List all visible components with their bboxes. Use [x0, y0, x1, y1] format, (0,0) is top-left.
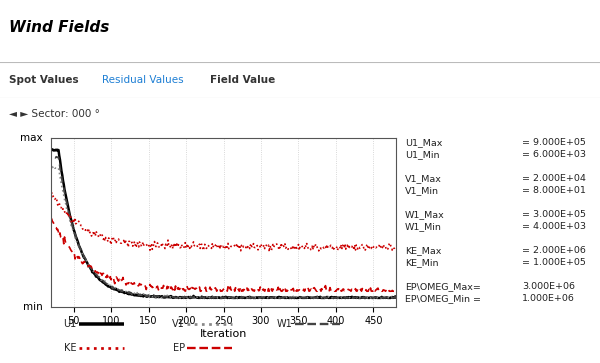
Text: V1: V1	[172, 319, 185, 329]
Text: KE: KE	[64, 343, 77, 352]
Text: Field Value: Field Value	[210, 75, 275, 85]
Text: U1_Min: U1_Min	[405, 150, 439, 159]
Text: EP\OMEG_Max=: EP\OMEG_Max=	[405, 282, 481, 291]
Text: 3.000E+06: 3.000E+06	[522, 282, 575, 291]
Text: U1: U1	[64, 319, 77, 329]
Text: W1: W1	[277, 319, 293, 329]
Text: EP\OMEG_Min =: EP\OMEG_Min =	[405, 294, 481, 303]
Text: = 1.000E+05: = 1.000E+05	[522, 258, 586, 267]
Text: = 3.000E+05: = 3.000E+05	[522, 210, 586, 219]
Text: Wind Fields: Wind Fields	[9, 20, 109, 35]
Text: KE_Min: KE_Min	[405, 258, 439, 267]
Text: = 8.000E+01: = 8.000E+01	[522, 186, 586, 195]
Text: = 9.000E+05: = 9.000E+05	[522, 138, 586, 147]
Text: max: max	[20, 133, 43, 143]
Text: V1_Min: V1_Min	[405, 186, 439, 195]
Text: U1_Max: U1_Max	[405, 138, 442, 147]
Text: KE_Max: KE_Max	[405, 246, 442, 255]
Text: = 6.000E+03: = 6.000E+03	[522, 150, 586, 159]
Text: Spot Values: Spot Values	[9, 75, 79, 85]
Text: V1_Max: V1_Max	[405, 174, 442, 183]
Text: EP: EP	[173, 343, 185, 352]
X-axis label: Iteration: Iteration	[200, 329, 247, 339]
Text: 1.000E+06: 1.000E+06	[522, 294, 575, 303]
Text: = 2.000E+04: = 2.000E+04	[522, 174, 586, 183]
Text: W1_Max: W1_Max	[405, 210, 445, 219]
Text: min: min	[23, 302, 43, 312]
Text: = 2.000E+06: = 2.000E+06	[522, 246, 586, 255]
Text: = 4.000E+03: = 4.000E+03	[522, 222, 586, 231]
Text: ◄ ► Sector: 000 °: ◄ ► Sector: 000 °	[9, 109, 100, 119]
Text: W1_Min: W1_Min	[405, 222, 442, 231]
Text: Residual Values: Residual Values	[102, 75, 184, 85]
